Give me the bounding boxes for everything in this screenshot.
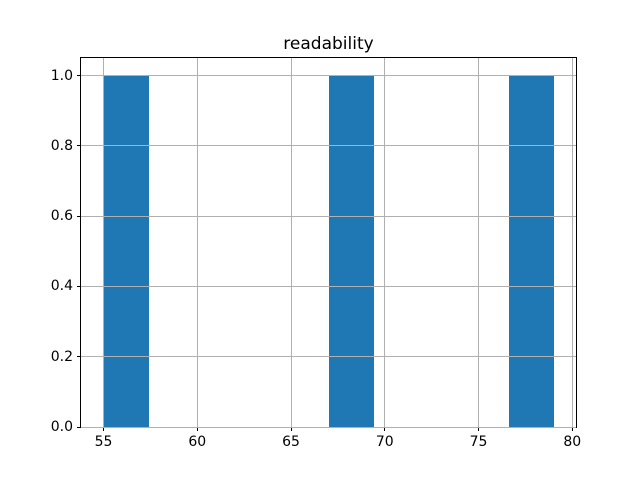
y-axis-tick-label: 0.8: [50, 137, 73, 154]
y-axis-tick-label: 1.0: [50, 67, 73, 84]
x-axis-tick-mark: [103, 427, 104, 431]
gridline-vertical: [384, 58, 386, 427]
y-axis-tick-mark: [77, 426, 81, 428]
y-axis-tick-label: 0.2: [50, 348, 73, 365]
histogram-bar: [103, 75, 149, 427]
y-axis-tick-mark: [77, 285, 81, 287]
gridline-vertical: [478, 58, 479, 427]
x-axis-tick-label: 75: [469, 434, 488, 450]
gridline-horizontal: [81, 426, 576, 428]
plot-area: 55 60 65 70 75 80 0.0 0.2 0.4 0.6 0.8 1.0: [51, 57, 581, 450]
x-axis-tick-label: 65: [282, 434, 300, 450]
gridline-vertical: [290, 58, 292, 427]
gridline-vertical: [103, 58, 104, 427]
x-axis-tick-mark: [571, 427, 573, 431]
histogram-bar: [508, 75, 554, 427]
y-axis-tick-mark: [77, 75, 81, 77]
y-axis-tick-mark: [77, 145, 81, 147]
y-axis-tick-label: 0.6: [50, 208, 73, 225]
x-axis-tick-label: 55: [94, 434, 113, 450]
x-axis-tick-label: 80: [563, 434, 582, 450]
gridline-vertical: [571, 58, 573, 427]
histogram-bar: [328, 75, 374, 427]
x-axis-tick-label: 60: [188, 434, 207, 450]
x-axis-tick-mark: [290, 427, 292, 431]
gridline-horizontal: [81, 285, 576, 287]
gridline-horizontal: [81, 356, 576, 358]
chart-title: readability: [283, 34, 374, 54]
x-axis-tick-mark: [478, 427, 479, 431]
x-axis-tick-mark: [196, 427, 198, 431]
y-axis-tick-label: 0.4: [50, 278, 73, 295]
gridline-vertical: [196, 58, 198, 427]
x-axis-tick-mark: [384, 427, 386, 431]
y-axis-tick-mark: [77, 215, 81, 217]
gridline-horizontal: [81, 215, 576, 217]
x-axis-tick-label: 70: [375, 434, 394, 450]
y-axis-tick-label: 0.0: [50, 419, 73, 435]
gridline-horizontal: [81, 145, 576, 147]
y-axis-tick-mark: [77, 356, 81, 358]
gridline-horizontal: [81, 75, 576, 77]
